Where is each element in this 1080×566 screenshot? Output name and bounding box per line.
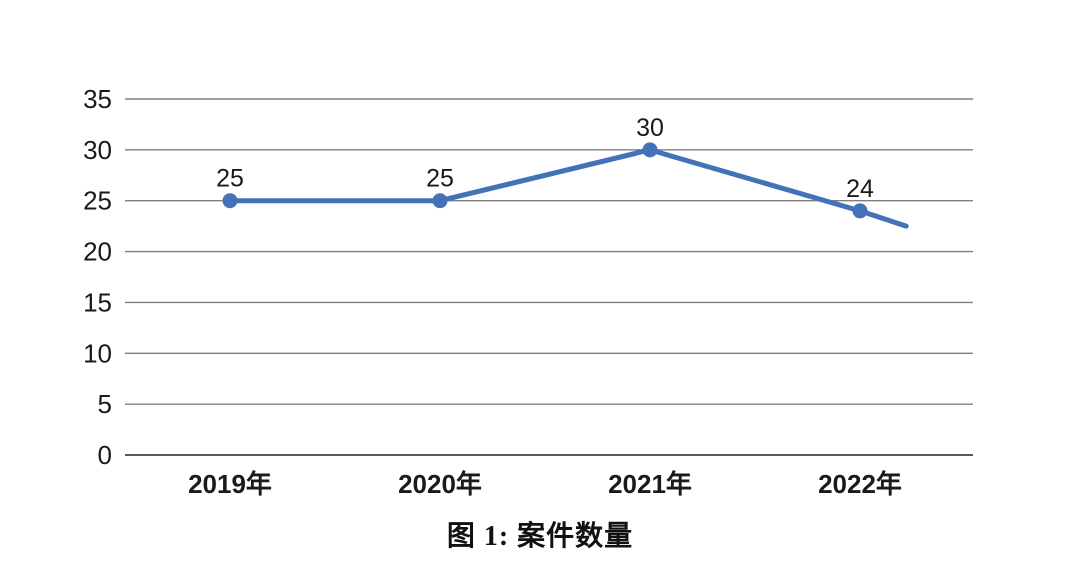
data-point-label: 30 — [636, 114, 664, 142]
y-tick-label: 25 — [83, 186, 112, 216]
data-point-label: 25 — [216, 165, 244, 193]
y-tick-label: 20 — [83, 237, 112, 267]
x-tick-label: 2020年 — [398, 469, 482, 499]
x-tick-label: 2021年 — [608, 469, 692, 499]
x-tick-label: 2019年 — [188, 469, 272, 499]
y-tick-label: 10 — [83, 338, 112, 368]
x-tick-label: 2022年 — [818, 469, 902, 499]
data-point-label: 24 — [846, 175, 874, 203]
y-tick-label: 35 — [83, 84, 112, 114]
data-point-marker — [432, 193, 448, 209]
figure-caption: 图 1: 案件数量 — [446, 521, 634, 552]
y-tick-label: 15 — [83, 287, 112, 317]
data-point-marker — [852, 203, 868, 219]
data-point-marker — [642, 142, 658, 158]
data-point-marker — [222, 193, 238, 209]
y-tick-label: 30 — [83, 135, 112, 165]
data-point-label: 25 — [426, 165, 454, 193]
y-tick-label: 5 — [98, 389, 112, 419]
y-tick-label: 0 — [98, 440, 112, 470]
series-line — [227, 147, 909, 229]
